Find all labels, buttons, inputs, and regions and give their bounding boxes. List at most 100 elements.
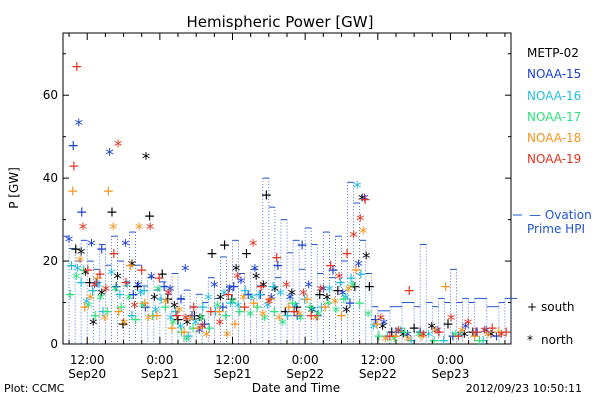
data-point-south: + (101, 304, 113, 320)
data-point-south: + (79, 300, 91, 316)
data-point-north: * (136, 286, 145, 306)
data-point-south: + (304, 300, 316, 316)
data-point-north: * (299, 286, 308, 306)
x-tick-time-label: 0:00 (292, 353, 319, 367)
data-point-south: + (189, 308, 201, 324)
data-point-south: + (405, 333, 417, 349)
data-point-south: + (226, 291, 238, 307)
data-point-south: + (470, 325, 482, 341)
data-point-south: + (84, 275, 96, 291)
data-point-north: * (191, 315, 200, 335)
data-point-north: * (147, 270, 156, 290)
data-point-north: * (77, 245, 86, 265)
data-point-north: * (497, 328, 506, 348)
data-point-south: + (126, 308, 138, 324)
data-point-north: * (460, 328, 469, 348)
data-point-south: + (452, 329, 464, 345)
data-point-south: + (197, 300, 209, 316)
data-point-north: * (198, 319, 207, 339)
data-point-south: + (493, 325, 505, 341)
data-point-south: + (114, 287, 126, 303)
points-layer: +**+**+*+*+*+*++*+*+*+*++*+**+*+*+ *+* +*+… (64, 59, 512, 352)
data-point-south: + (155, 291, 167, 307)
data-point-south: + (399, 325, 411, 341)
data-point-north: * (282, 278, 291, 298)
data-point-north: * (166, 282, 175, 302)
data-point-south: + (182, 329, 194, 345)
data-point-south: + (192, 320, 204, 336)
data-point-north: * (232, 261, 241, 281)
data-point-north: * (364, 307, 373, 327)
plot-credit: Plot: CCMC (4, 382, 65, 395)
data-point-south: + (314, 287, 326, 303)
data-point-south: + (268, 304, 280, 320)
y-tick-label: 20 (43, 254, 58, 268)
data-point-south: + (66, 258, 78, 274)
legend-south-label: south (541, 300, 575, 314)
data-point-south: + (139, 300, 151, 316)
data-point-north: * (403, 328, 412, 348)
data-point-north: * (380, 315, 389, 335)
data-point-south: + (186, 308, 198, 324)
legend-north-label: north (541, 333, 573, 347)
data-point-north: * (359, 224, 368, 244)
data-point-south: + (106, 204, 118, 220)
data-point-south: + (136, 262, 148, 278)
legend-satellite-2: NOAA-16 (527, 89, 581, 103)
data-point-south: + (172, 312, 184, 328)
data-point-north: * (249, 236, 258, 256)
data-point-south: + (228, 279, 240, 295)
data-point-north: * (195, 324, 204, 344)
data-point-south: + (239, 283, 251, 299)
data-point-north: * (354, 257, 363, 277)
data-point-south: + (299, 291, 311, 307)
legend-ovation-line-2: Prime HPI (527, 222, 585, 236)
legend-satellite-5: NOAA-19 (527, 152, 581, 166)
data-point-south: + (113, 304, 125, 320)
data-point-north: * (167, 311, 176, 331)
data-point-north: * (135, 220, 144, 240)
data-point-south: + (110, 279, 122, 295)
data-point-south: + (210, 304, 222, 320)
data-point-south: + (178, 325, 190, 341)
data-point-north: * (480, 324, 489, 344)
data-point-south: + (97, 304, 109, 320)
data-point-south: + (390, 329, 402, 345)
data-point-north: * (216, 290, 225, 310)
data-point-south: + (267, 279, 279, 295)
data-point-north: * (202, 328, 211, 348)
data-point-south: + (428, 333, 440, 349)
data-point-north: * (369, 319, 378, 339)
data-point-north: * (105, 145, 114, 165)
data-point-north: * (265, 295, 274, 315)
ovation-layer (63, 177, 518, 344)
data-point-north: * (123, 278, 132, 298)
x-tick-time-label: 12:00 (215, 353, 250, 367)
data-point-south: + (248, 296, 260, 312)
data-point-north: * (325, 282, 334, 302)
data-point-north: * (216, 315, 225, 335)
data-point-north: * (111, 282, 120, 302)
x-tick-date-label: Sep21 (141, 367, 179, 381)
data-point-north: * (233, 270, 242, 290)
data-point-north: * (237, 274, 246, 294)
data-point-south: + (166, 320, 178, 336)
data-point-north: * (102, 282, 111, 302)
data-point-north: * (296, 311, 305, 331)
data-point-south: + (96, 242, 108, 258)
data-point-north: * (396, 324, 405, 344)
data-point-south: + (354, 296, 366, 312)
data-point-south: + (76, 204, 88, 220)
y-axis-label: P [GW] (7, 167, 21, 209)
data-point-south: + (408, 320, 420, 336)
data-point-north: * (225, 282, 234, 302)
x-tick-time-label: 12:00 (70, 353, 105, 367)
data-point-north: * (456, 328, 465, 348)
data-point-south: + (90, 275, 102, 291)
data-point-north: * (319, 282, 328, 302)
data-point-south: + (291, 300, 303, 316)
data-point-north: * (234, 299, 243, 319)
data-point-north: * (427, 319, 436, 339)
data-point-north: * (182, 311, 191, 331)
data-point-south: + (162, 291, 174, 307)
